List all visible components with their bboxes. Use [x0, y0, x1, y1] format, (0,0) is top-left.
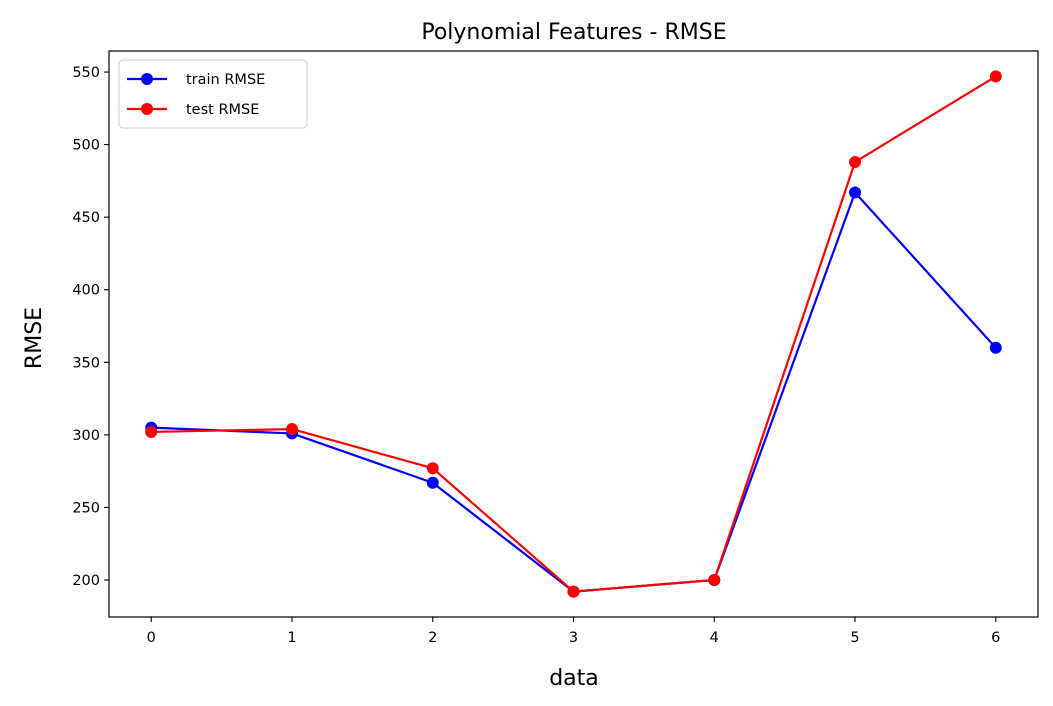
- legend-label-1: test RMSE: [186, 102, 259, 118]
- y-tick-label: 250: [72, 500, 100, 516]
- plot-frame: [108, 50, 1039, 618]
- x-tick-label: 1: [287, 630, 296, 646]
- x-tick-label: 3: [569, 630, 578, 646]
- y-tick-label: 500: [72, 138, 100, 154]
- x-axis-label: data: [549, 666, 599, 691]
- y-tick-label: 200: [72, 573, 100, 589]
- y-tick-label: 400: [72, 283, 100, 299]
- y-tick-label: 450: [72, 210, 100, 226]
- legend-box: [118, 59, 308, 129]
- series-1-point: [708, 573, 721, 586]
- y-axis-label: RMSE: [22, 307, 47, 369]
- x-tick-label: 6: [991, 630, 1000, 646]
- x-tick-label: 2: [428, 630, 437, 646]
- series-1-point: [849, 156, 862, 169]
- series-1-point: [567, 585, 580, 598]
- legend-label-0: train RMSE: [186, 72, 265, 88]
- x-axis-ticks: 0 1 2 3 4 5 6: [147, 617, 1000, 646]
- y-axis-ticks: 200 250 300 350 400 450 500 550: [72, 65, 109, 589]
- y-tick-label: 350: [72, 355, 100, 371]
- x-tick-label: 0: [147, 630, 156, 646]
- series-1-point: [989, 70, 1002, 83]
- y-tick-label: 550: [72, 65, 100, 81]
- series-0-point: [989, 341, 1002, 354]
- series-layer: [145, 70, 1002, 598]
- series-0-point: [849, 186, 862, 199]
- y-tick-label: 300: [72, 428, 100, 444]
- x-tick-label: 4: [710, 630, 719, 646]
- series-1-point: [285, 423, 298, 436]
- series-1-point: [426, 462, 439, 475]
- legend-marker-0: [141, 73, 153, 85]
- chart-title: Polynomial Features - RMSE: [421, 20, 726, 45]
- x-tick-label: 5: [850, 630, 859, 646]
- series-0-point: [426, 476, 439, 489]
- legend: train RMSE test RMSE: [118, 59, 308, 129]
- legend-marker-1: [141, 103, 153, 115]
- series-1-point: [145, 425, 158, 438]
